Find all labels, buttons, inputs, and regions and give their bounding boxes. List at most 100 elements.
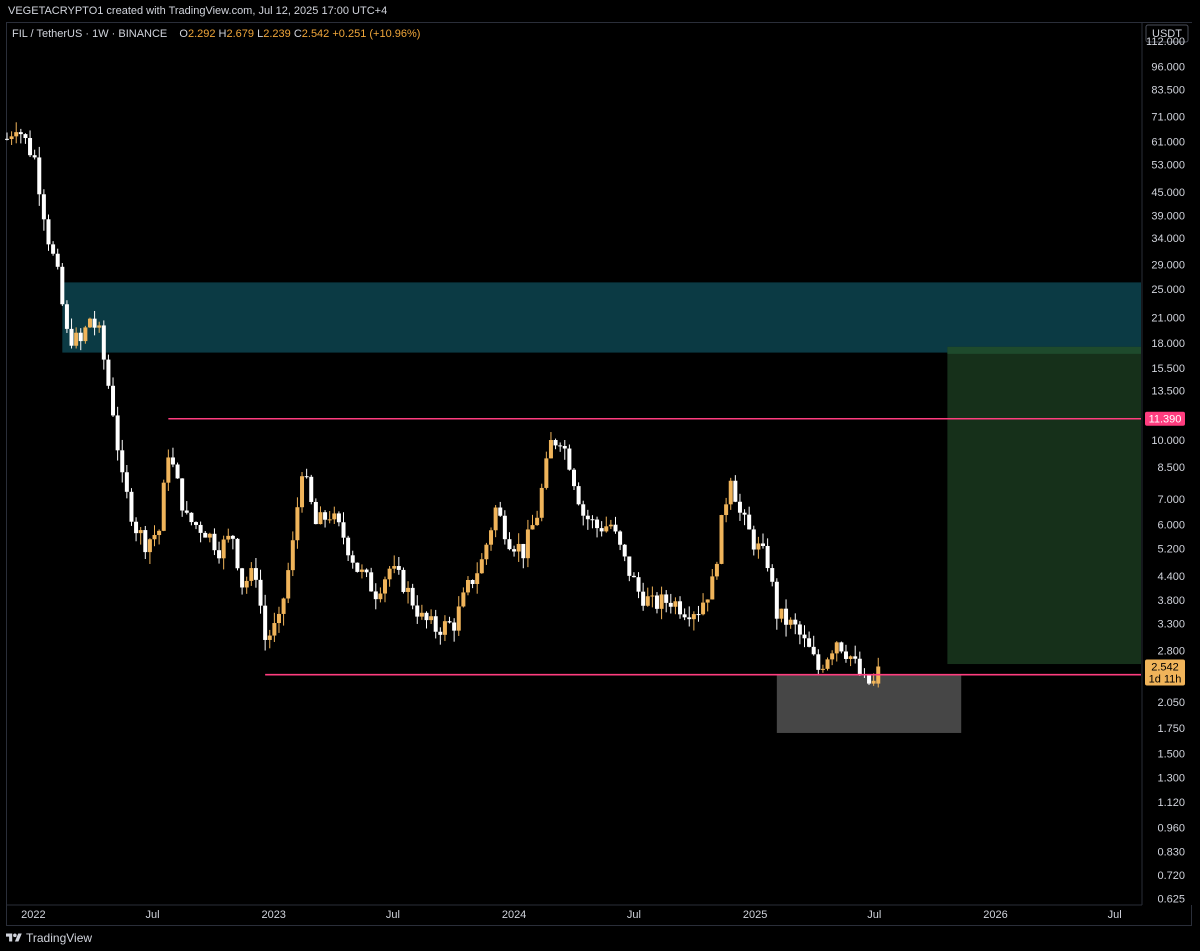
x-tick-label: Jul — [627, 909, 641, 921]
candle-body — [318, 512, 323, 525]
candle-body — [406, 587, 411, 592]
candle-body — [714, 563, 719, 577]
candle-body — [839, 642, 844, 652]
x-tick-label: 2026 — [983, 909, 1007, 921]
candle-body — [779, 608, 784, 619]
candle-body — [152, 535, 157, 540]
candle-body — [341, 522, 346, 538]
y-tick-label: 1.120 — [1157, 797, 1185, 809]
price-axis — [1143, 23, 1192, 905]
candle-body — [595, 519, 600, 529]
candle-body — [604, 526, 609, 532]
candle-body — [848, 656, 853, 659]
candle-body — [115, 415, 120, 451]
candle-body — [535, 517, 540, 526]
candle-body — [203, 532, 208, 538]
candle-body — [23, 134, 28, 139]
candle-body — [207, 533, 212, 538]
candle-body — [290, 540, 295, 571]
candle-body — [696, 614, 701, 616]
candle-body — [452, 622, 457, 631]
target-zone — [947, 346, 1141, 665]
y-tick-label: 96.000 — [1151, 62, 1185, 74]
y-tick-label: 13.500 — [1151, 386, 1185, 398]
candle-body — [650, 595, 655, 597]
candle-body — [834, 642, 839, 654]
candle-body — [770, 568, 775, 582]
candle-body — [170, 457, 175, 465]
candle-body — [622, 544, 627, 557]
candle-body — [654, 595, 659, 609]
candle-body — [544, 458, 549, 488]
x-tick-label: Jul — [146, 909, 160, 921]
y-tick-label: 5.200 — [1157, 543, 1185, 555]
candle-body — [857, 658, 862, 675]
candle-body — [502, 515, 507, 540]
target-zone-cap — [947, 346, 1141, 354]
candle-body — [327, 519, 332, 521]
candle-body — [41, 194, 46, 220]
candle-body — [249, 568, 254, 581]
candle-body — [641, 591, 646, 606]
legend-open-value: 2.292 — [187, 28, 216, 40]
y-tick-label: 45.000 — [1151, 187, 1185, 199]
x-tick-label: Jul — [1108, 909, 1122, 921]
candle-body — [272, 623, 277, 636]
legend-close-label: C — [293, 28, 302, 40]
candle-body — [189, 512, 194, 523]
candle-body — [761, 543, 765, 546]
candle-body — [507, 539, 512, 550]
candle-body — [470, 580, 475, 585]
candle-body — [396, 566, 401, 570]
candle-body — [691, 614, 696, 620]
candle-body — [558, 445, 563, 447]
candle-body — [793, 619, 798, 625]
candle-body — [843, 651, 848, 659]
legend-open-label: O — [179, 28, 188, 40]
attribution-text: VEGETACRYPTO1 created with TradingView.c… — [8, 5, 388, 17]
y-tick-label: 83.500 — [1151, 85, 1185, 97]
candle-body — [719, 515, 724, 564]
candle-body — [429, 616, 434, 621]
candle-body — [355, 562, 360, 572]
candle-body — [276, 613, 281, 624]
x-tick-label: 2022 — [21, 909, 45, 921]
candle-body — [747, 514, 752, 530]
x-tick-label: 2024 — [502, 909, 526, 921]
candle-body — [774, 581, 779, 619]
y-tick-label: 1.300 — [1157, 772, 1185, 784]
candle-body — [5, 138, 9, 140]
candle-body — [230, 535, 235, 539]
candle-body — [295, 507, 300, 541]
y-tick-label: 7.000 — [1157, 494, 1185, 506]
y-tick-label: 15.500 — [1151, 363, 1185, 375]
candle-body — [590, 519, 595, 521]
candle-body — [226, 535, 231, 540]
candle-body — [733, 480, 738, 502]
candle-body — [705, 599, 710, 603]
range-high-badge-label: 11.390 — [1149, 414, 1182, 426]
legend-change-value: +0.251 (+10.96%) — [332, 28, 421, 40]
candle-body — [300, 476, 305, 508]
candle-body — [627, 556, 632, 576]
candle-body — [756, 543, 761, 550]
candle-body — [724, 504, 729, 516]
candle-body — [419, 612, 424, 617]
candle-body — [194, 522, 198, 525]
legend-symbol: FIL / TetherUS · 1W · BINANCE — [12, 28, 168, 40]
candle-body — [479, 559, 484, 574]
candle-body — [498, 507, 503, 516]
x-tick-label: 2023 — [261, 909, 285, 921]
candle-body — [198, 524, 203, 533]
candle-body — [710, 576, 715, 600]
candle-body — [138, 530, 143, 534]
candle-body — [816, 654, 821, 670]
y-tick-label: 2.050 — [1157, 697, 1185, 709]
y-tick-label: 71.000 — [1151, 111, 1185, 123]
y-tick-label: 10.000 — [1151, 435, 1185, 447]
candle-body — [18, 132, 23, 135]
candle-body — [636, 577, 641, 592]
candle-body — [645, 596, 650, 606]
